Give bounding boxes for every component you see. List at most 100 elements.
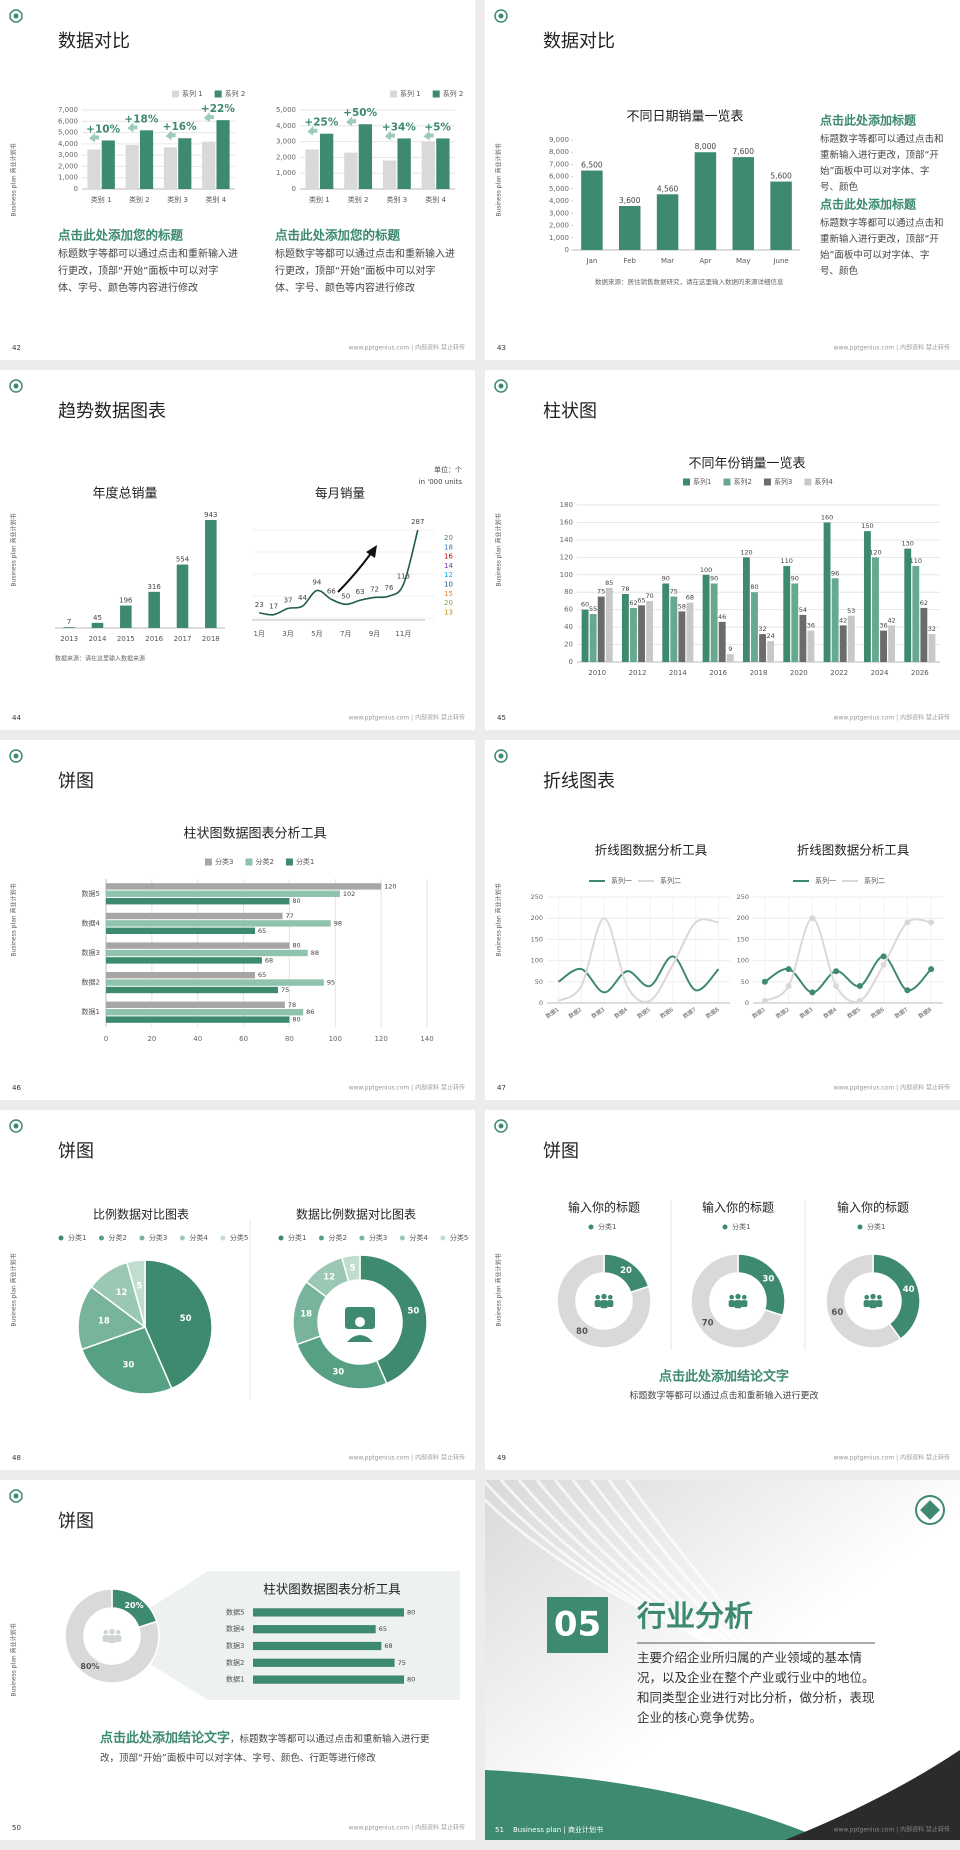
bar — [920, 607, 928, 662]
chart-title: 输入你的标题 — [568, 1200, 640, 1215]
y-tick-label: 150 — [737, 935, 749, 943]
icon — [102, 1635, 109, 1642]
data-label: 96 — [831, 569, 839, 577]
y-tick-label: 80 — [564, 588, 573, 596]
slide: Business plan 商业计划书 49 www.pptgenius.com |… — [485, 1110, 960, 1470]
y-tick-label: 数据1 — [82, 1007, 100, 1016]
data-label: 78 — [288, 1001, 296, 1009]
data-label: 6,500 — [581, 161, 603, 170]
footer: www.pptgenius.com | 内部资料 禁止转传 — [349, 1824, 465, 1832]
x-tick-label: 数据1 — [544, 1005, 560, 1020]
section-number: 05 — [554, 1605, 601, 1645]
x-tick-label: 2016 — [145, 635, 163, 643]
bar — [101, 140, 115, 189]
marker — [761, 997, 768, 1004]
icon — [115, 1635, 122, 1642]
bar — [106, 957, 262, 964]
side-label: Business plan 商业计划书 — [10, 1623, 18, 1696]
y-tick-label: 1,000 — [276, 169, 296, 177]
data-label: 75 — [670, 588, 678, 596]
data-label: 94 — [312, 579, 321, 587]
bar — [106, 986, 278, 994]
legend-label: 系列 1 — [182, 89, 203, 98]
marker — [785, 983, 792, 990]
bar — [880, 630, 887, 662]
slide-title: 饼图 — [58, 771, 94, 792]
heading: 点击此处添加您的标题 — [275, 228, 401, 243]
x-tick-label: 2010 — [588, 669, 606, 677]
data-label: 42 — [839, 616, 847, 624]
y-tick-label: 数据3 — [82, 948, 100, 957]
y-tick-label: 160 — [560, 518, 573, 526]
body-text: 标题数字等都可以通过点击和重新输入进行更改 — [629, 1390, 818, 1402]
heading: 点击此处添加结论文字 — [659, 1369, 789, 1385]
logo — [9, 379, 23, 393]
data-label: 72 — [370, 585, 379, 593]
x-tick-label: 2013 — [60, 635, 78, 643]
data-label: 50 — [341, 592, 350, 600]
decor-arrow — [337, 551, 373, 593]
data-label: 58 — [678, 602, 686, 610]
icon — [103, 1629, 108, 1635]
data-label: 113 — [397, 573, 410, 581]
icon — [864, 1294, 869, 1300]
bar — [670, 596, 678, 662]
x-tick-label: 3月 — [282, 630, 293, 638]
data-label: 150 — [861, 522, 873, 530]
bar — [63, 627, 75, 628]
x-tick-label: 类别 2 — [348, 195, 369, 204]
end-label: 20 — [444, 534, 453, 542]
data-label: 50 — [407, 1306, 419, 1316]
y-tick-label: 4,000 — [549, 197, 569, 205]
data-label: 66 — [327, 587, 336, 595]
x-tick-label: 0 — [104, 1035, 108, 1043]
slide: Business plan 商业计划书 50 www.pptgenius.com |… — [0, 1480, 475, 1840]
bar — [726, 654, 734, 662]
y-tick-label: 数据1 — [226, 1675, 244, 1684]
y-tick-label: 数据3 — [226, 1641, 244, 1650]
y-tick-label: 20 — [564, 641, 573, 649]
x-tick-label: 数据1 — [750, 1005, 766, 1020]
x-tick-label: 2015 — [117, 635, 135, 643]
data-label: 36 — [807, 622, 815, 630]
marker — [904, 987, 911, 994]
x-tick-label: 7月 — [340, 630, 351, 638]
y-tick-label: 5,000 — [276, 106, 296, 114]
x-tick-label: 数据6 — [658, 1005, 675, 1020]
data-label: 44 — [298, 594, 307, 602]
annotation: +5% — [424, 121, 451, 133]
end-label: 10 — [444, 581, 453, 589]
logo — [915, 1495, 945, 1525]
footer: www.pptgenius.com | 内部资料 禁止转传 — [349, 1454, 465, 1462]
bar — [646, 600, 654, 662]
y-tick-label: 1,000 — [549, 234, 569, 242]
icon — [741, 1300, 748, 1307]
legend-label: 分类2 — [328, 1233, 346, 1242]
legend-swatch — [245, 858, 253, 866]
decor-panel — [150, 1571, 208, 1700]
data-label: 4,560 — [657, 184, 679, 193]
icon — [876, 1300, 883, 1307]
bar — [581, 609, 589, 662]
decor-green — [485, 1770, 825, 1840]
logo — [9, 9, 23, 23]
footer: www.pptgenius.com | 内部资料 禁止转传 — [834, 1454, 950, 1462]
footer: www.pptgenius.com | 内部资料 禁止转传 — [349, 1084, 465, 1092]
data-label: 90 — [662, 575, 670, 583]
icon — [870, 1293, 876, 1300]
icon — [735, 1293, 741, 1300]
data-label: 85 — [605, 579, 613, 587]
side-label: Business plan 商业计划书 — [495, 883, 503, 956]
legend-label: 系列3 — [774, 477, 792, 486]
marker — [809, 989, 816, 996]
side-label: Business plan 商业计划书 — [495, 143, 503, 216]
y-tick-label: 数据4 — [82, 918, 101, 927]
line — [557, 917, 719, 1003]
chart-title: 数据比例数据对比图表 — [296, 1207, 416, 1222]
bar — [807, 630, 815, 662]
slide: Business plan 商业计划书 48 www.pptgenius.com |… — [0, 1110, 475, 1470]
decor-curve — [571, 1480, 960, 1792]
legend-swatch — [58, 1235, 64, 1241]
footer: www.pptgenius.com | 内部资料 禁止转传 — [349, 344, 465, 352]
legend-label: 分类3 — [369, 1233, 387, 1242]
